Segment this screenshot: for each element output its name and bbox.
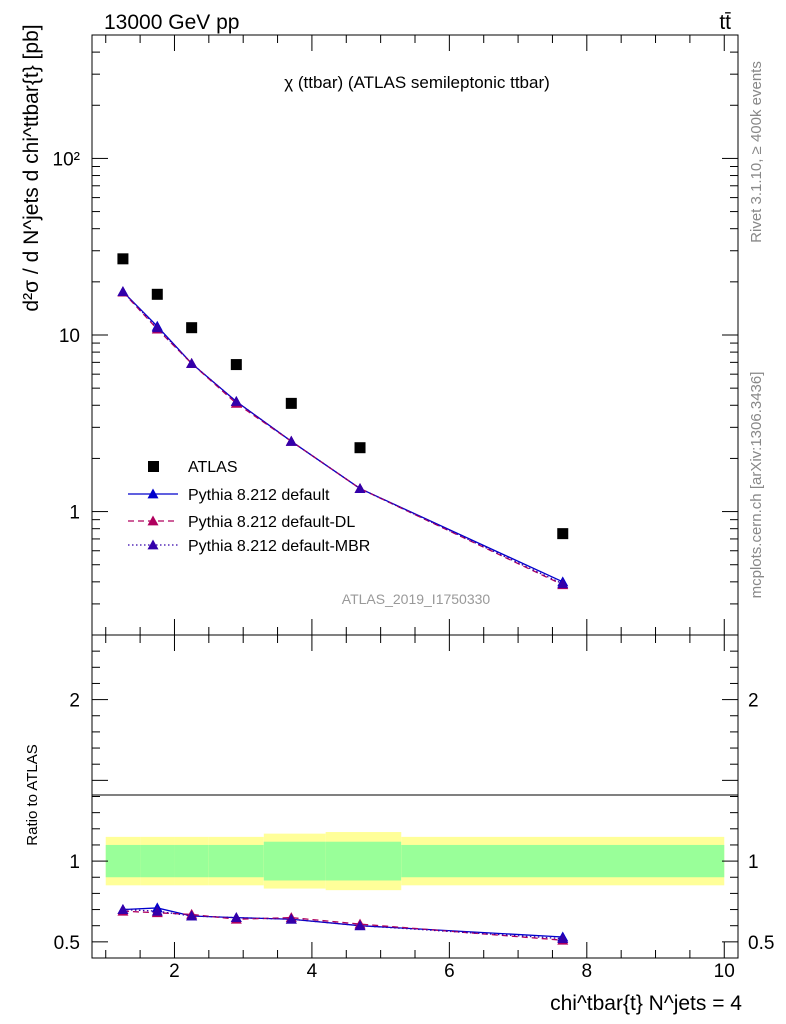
mc-point-3 [117,286,129,297]
rivet-version-label: Rivet 3.1.10, ≥ 400k events [748,61,765,243]
atlas-data-point [557,528,569,540]
atlas-data-point [230,359,242,371]
x-tick-label: 10 [714,961,735,982]
axis-ticks [92,34,738,959]
legend-marker-3 [147,539,159,550]
mc-ratio-point-3 [557,933,569,944]
x-tick-label: 4 [307,961,318,982]
y-tick-label-main: 10² [53,149,80,170]
mc-point-3 [557,578,569,589]
legend-label-2: Pythia 8.212 default-DL [188,514,355,531]
y-tick-label-main: 1 [69,503,80,524]
mc-ratio-point-3 [285,913,297,924]
mc-point-3 [230,396,242,406]
x-axis-label: chi^tbar{t} N^jets = 4 [550,992,742,1015]
y-tick-label-ratio-right: 0.5 [748,933,774,954]
legend-marker-atlas [148,461,159,472]
ratio-y-axis-label: Ratio to ATLAS [24,744,41,845]
atlas-data-point [354,442,366,454]
ratio-stat-band-bin [263,841,326,881]
atlas-data-point [186,322,198,334]
axis-tick-labels: 2 4 6 8 10 1 10 10² 0.5 0.5 1 1 2 2 [53,149,775,982]
ratio-stat-band-bin [208,844,264,878]
y-tick-label-ratio-right: 1 [748,852,759,873]
atlas-data-point [117,253,129,265]
x-tick-label: 6 [444,961,455,982]
y-tick-label-ratio-left: 0.5 [54,933,80,954]
ratio-plot-frame [91,634,739,959]
mc-ratio-point-3 [186,910,198,921]
main-series-layer [117,253,569,590]
process-label: tt̄ [719,11,731,34]
atlas-data-point [285,397,297,409]
legend-label-1: Pythia 8.212 default [188,487,330,504]
y-tick-label-ratio-left: 2 [69,691,80,712]
legend-marker-1 [147,488,159,499]
mc-ratio-point-3 [117,904,129,914]
legend-label-3: Pythia 8.212 default-MBR [188,538,370,555]
mc-point-3 [285,435,297,446]
mc-ratio-point-3 [151,905,163,916]
ratio-stat-band-bin [105,844,141,878]
ratio-stat-band-bin [174,844,209,878]
mc-point-3 [151,322,163,333]
energy-label: 13000 GeV pp [104,11,239,34]
y-tick-label-ratio-left: 1 [69,852,80,873]
mc-ratio-point-3 [354,920,366,931]
analysis-id: ATLAS_2019_I1750330 [342,591,491,607]
mc-point-3 [186,357,198,368]
legend: ATLAS Pythia 8.212 default Pythia 8.212 de… [128,459,370,555]
x-tick-label: 2 [169,961,180,982]
ratio-series-layer [117,902,569,945]
y-tick-label-ratio-right: 2 [748,691,759,712]
chart-title: χ (ttbar) (ATLAS semileptonic ttbar) [284,73,550,92]
legend-marker-2 [147,515,159,526]
ratio-stat-band-bin [140,844,175,878]
ratio-stat-band-bin [325,841,402,881]
mcplots-reference-label: mcplots.cern.ch [arXiv:1306.3436] [748,372,765,599]
x-tick-label: 8 [582,961,593,982]
atlas-data-point [151,288,163,300]
mc-ratio-point-3 [230,912,242,923]
ratio-uncertainty-bands [105,832,725,891]
y-tick-label-main: 10 [59,326,80,347]
ratio-stat-band-bin [401,844,725,878]
mc-point-3 [354,483,366,493]
main-y-axis-label: d²σ / d N^jets d chi^ttbar{t} [pb] [20,24,43,311]
legend-label-0: ATLAS [188,459,238,476]
